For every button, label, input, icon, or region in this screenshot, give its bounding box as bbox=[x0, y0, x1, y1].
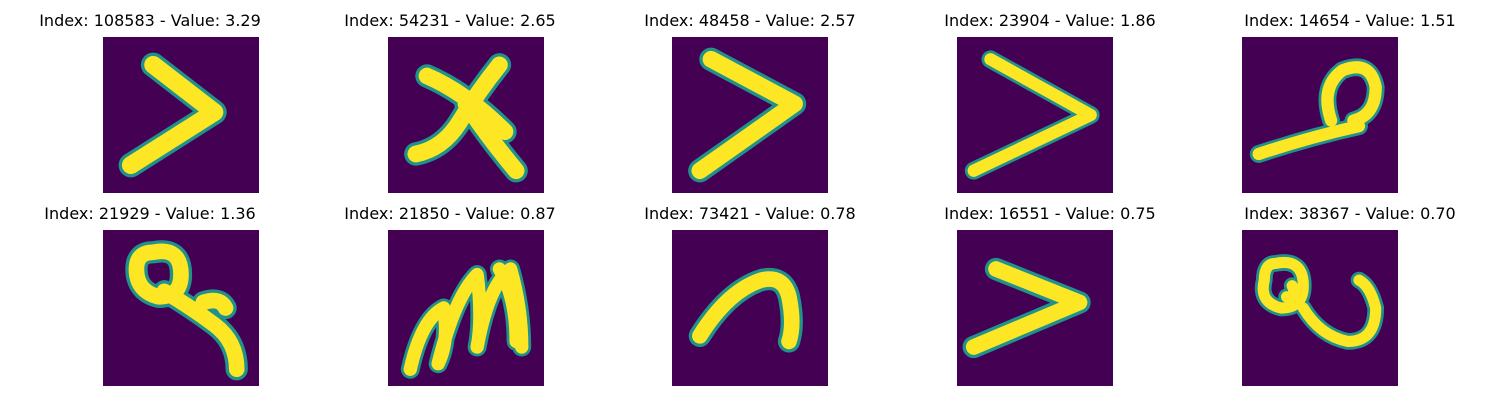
arch-icon bbox=[672, 230, 828, 386]
panel-title: Index: 16551 - Value: 0.75 bbox=[944, 204, 1156, 223]
panel-title: Index: 23904 - Value: 1.86 bbox=[944, 11, 1156, 30]
panel-title: Index: 73421 - Value: 0.78 bbox=[644, 204, 856, 223]
gt-thick-icon bbox=[672, 37, 828, 193]
panel-10: Index: 38367 - Value: 0.70 bbox=[1200, 193, 1500, 386]
panel-6: Index: 21929 - Value: 1.36 bbox=[0, 193, 300, 386]
panel-8: Index: 73421 - Value: 0.78 bbox=[600, 193, 900, 386]
gt-thin-icon bbox=[957, 37, 1113, 193]
x-cross-icon bbox=[388, 37, 544, 193]
loop-stroke-icon bbox=[1242, 37, 1398, 193]
panel-title: Index: 48458 - Value: 2.57 bbox=[644, 11, 856, 30]
panel-title: Index: 108583 - Value: 3.29 bbox=[39, 11, 261, 30]
panel-9: Index: 16551 - Value: 0.75 bbox=[900, 193, 1200, 386]
panel-3: Index: 48458 - Value: 2.57 bbox=[600, 0, 900, 193]
panel-5: Index: 14654 - Value: 1.51 bbox=[1200, 0, 1500, 193]
gt-thick-icon bbox=[103, 37, 259, 193]
gt-thick-icon bbox=[957, 230, 1113, 386]
panel-title: Index: 21929 - Value: 1.36 bbox=[44, 204, 256, 223]
panel-7: Index: 21850 - Value: 0.87 bbox=[300, 193, 600, 386]
m-scribble-icon bbox=[388, 230, 544, 386]
panel-1: Index: 108583 - Value: 3.29 bbox=[0, 0, 300, 193]
panel-title: Index: 38367 - Value: 0.70 bbox=[1244, 204, 1456, 223]
key-loop-icon bbox=[103, 230, 259, 386]
panel-title: Index: 21850 - Value: 0.87 bbox=[344, 204, 556, 223]
loops-hook-icon bbox=[1242, 230, 1398, 386]
panel-title: Index: 14654 - Value: 1.51 bbox=[1244, 11, 1456, 30]
panel-4: Index: 23904 - Value: 1.86 bbox=[900, 0, 1200, 193]
panel-title: Index: 54231 - Value: 2.65 bbox=[344, 11, 556, 30]
panel-2: Index: 54231 - Value: 2.65 bbox=[300, 0, 600, 193]
